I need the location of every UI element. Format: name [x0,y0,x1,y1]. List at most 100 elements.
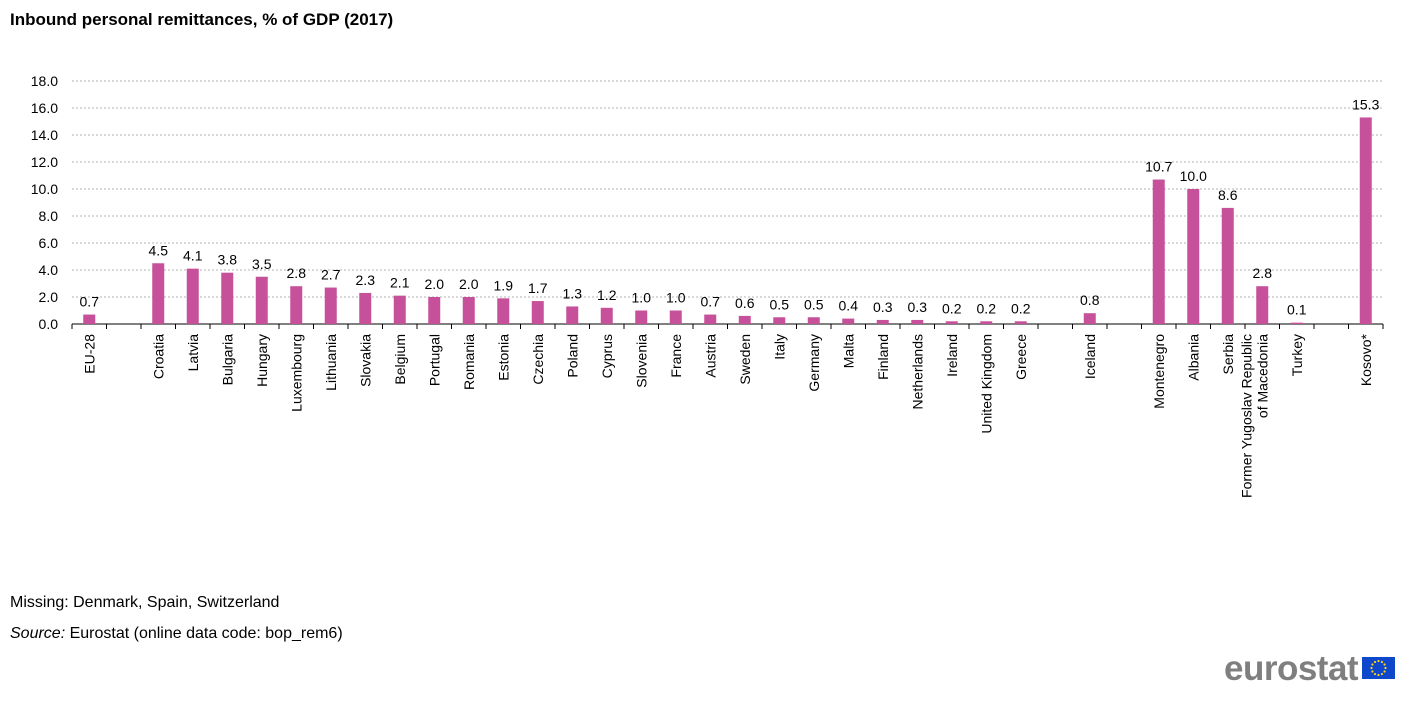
data-label: 4.1 [183,248,203,264]
y-tick-label: 2.0 [39,289,59,305]
bar [1256,286,1269,324]
data-label: 1.7 [528,280,548,296]
bar [980,321,993,324]
x-tick-label: EU-28 [81,334,97,374]
chart-title: Inbound personal remittances, % of GDP (… [10,10,394,29]
x-tick-label: Croatia [150,334,166,379]
data-label: 1.0 [666,290,686,306]
bar [669,310,682,324]
x-tick-label: Germany [806,334,822,392]
y-tick-label: 18.0 [31,73,58,89]
y-tick-label: 6.0 [39,235,59,251]
bar [462,297,475,324]
data-label: 2.8 [1253,265,1273,281]
x-tick-label: Ireland [944,334,960,377]
x-tick-label: Former Yugoslav Republicof Macedonia [1238,334,1270,498]
x-tick-label: Iceland [1082,334,1098,379]
bar [911,319,924,324]
data-label: 8.6 [1218,187,1238,203]
bar [635,310,648,324]
bar [945,321,958,324]
x-tick-label: Albania [1185,334,1201,381]
data-label: 2.1 [390,275,410,291]
x-tick-label: United Kingdom [978,334,994,434]
x-tick-label: Netherlands [909,334,925,410]
x-tick-label: Kosovo* [1358,333,1374,386]
data-label: 1.0 [632,290,652,306]
y-tick-label: 14.0 [31,127,58,143]
data-label: 0.7 [80,294,100,310]
x-tick-label: Malta [840,334,856,368]
data-label: 4.5 [149,242,169,258]
data-label: 3.8 [218,252,238,268]
bar [83,314,96,324]
bar [359,292,372,324]
bar [1359,117,1372,324]
bar-chart: 0.0 2.0 4.0 6.0 8.0 10.0 12.0 14.0 16.0 18.0 0.7 EU… [31,73,1384,498]
data-label: 0.3 [873,299,893,315]
x-tick-label: Greece [1013,334,1029,380]
data-label: 2.7 [321,267,341,283]
y-tick-label: 12.0 [31,154,58,170]
x-tick-label: Hungary [254,334,270,387]
bar [1221,207,1234,324]
bar [497,298,510,324]
bar [1014,321,1027,324]
eu-flag-icon [1362,657,1396,679]
bar [842,318,855,324]
bar [393,295,406,324]
x-tick-label: Slovakia [357,334,373,387]
bar [566,306,579,324]
bar [1290,322,1303,324]
data-label: 15.3 [1352,96,1379,112]
data-label: 0.5 [804,296,824,312]
data-label: 2.8 [287,265,307,281]
data-label: 1.9 [494,277,514,293]
y-tick-label: 4.0 [39,262,59,278]
x-tick-label: Bulgaria [219,334,235,386]
x-tick-label: Portugal [426,334,442,386]
bar [1187,189,1200,324]
bar [773,317,786,324]
data-label: 0.1 [1287,302,1307,318]
data-label: 0.5 [770,296,790,312]
missing-note: Missing: Denmark, Spain, Switzerland [10,594,280,611]
data-label: 1.3 [563,285,583,301]
bar [324,287,337,324]
x-tick-label: Lithuania [323,334,339,391]
bar [1083,313,1096,324]
x-tick-label: Luxembourg [288,334,304,412]
eurostat-logo: eurostat [1224,648,1396,688]
data-label: 0.2 [977,300,997,316]
x-tick-label: Poland [564,334,580,378]
source-note: Source: Eurostat (online data code: bop_… [10,625,343,643]
x-tick-label: France [668,334,684,378]
bar [600,307,613,324]
data-label: 0.3 [908,299,928,315]
bar [876,319,889,324]
bar [290,286,303,324]
source-text: Eurostat (online data code: bop_rem6) [65,625,343,642]
data-label: 0.7 [701,294,721,310]
bar [221,272,234,324]
bar [807,317,820,324]
x-tick-label: Turkey [1289,334,1305,376]
bar [704,314,717,324]
x-tick-label: Sweden [737,334,753,385]
y-tick-label: 16.0 [31,100,58,116]
x-tick-label: Slovenia [633,334,649,388]
data-label: 0.4 [839,298,859,314]
data-label: 2.0 [459,276,479,292]
x-tick-label: Romania [461,334,477,390]
x-tick-label: Italy [771,334,787,360]
x-tick-label: Estonia [495,334,511,381]
bar [152,263,165,324]
data-label: 3.5 [252,256,272,272]
logo-text: eurostat [1224,648,1359,688]
data-label: 1.2 [597,287,617,303]
bar [1152,179,1165,324]
data-label: 0.6 [735,295,755,311]
x-tick-label: Cyprus [599,334,615,378]
x-tick-label: Czechia [530,334,546,385]
y-tick-label: 0.0 [39,316,59,332]
